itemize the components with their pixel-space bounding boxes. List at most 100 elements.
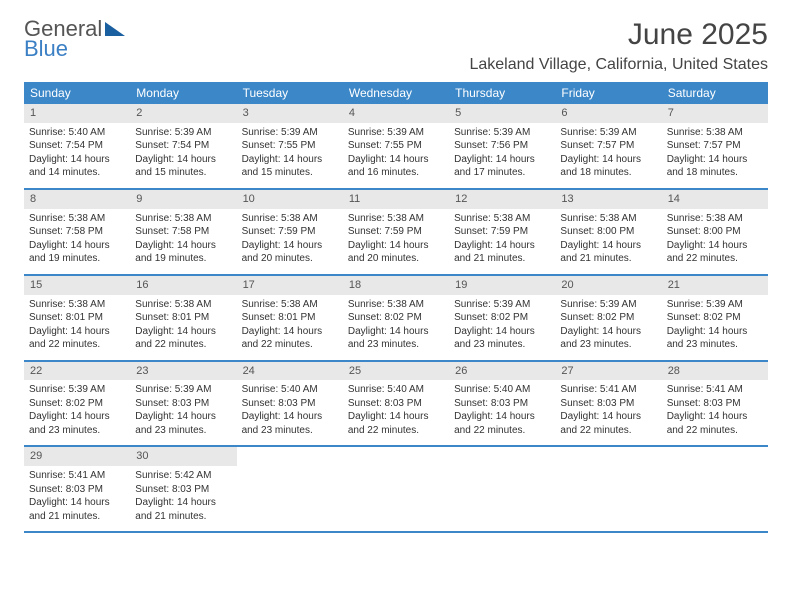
sunset-text: Sunset: 8:01 PM <box>135 311 231 325</box>
sunrise-text: Sunrise: 5:39 AM <box>348 126 444 140</box>
day-number: 3 <box>237 104 343 123</box>
day-body: Sunrise: 5:39 AMSunset: 8:03 PMDaylight:… <box>130 380 236 445</box>
daylight-text: Daylight: 14 hours and 19 minutes. <box>135 239 231 266</box>
daylight-text: Daylight: 14 hours and 22 minutes. <box>29 325 125 352</box>
sunset-text: Sunset: 8:00 PM <box>667 225 763 239</box>
day-body: Sunrise: 5:38 AMSunset: 8:01 PMDaylight:… <box>130 295 236 360</box>
sunset-text: Sunset: 8:03 PM <box>242 397 338 411</box>
day-body: Sunrise: 5:38 AMSunset: 7:59 PMDaylight:… <box>449 209 555 274</box>
daylight-text: Daylight: 14 hours and 21 minutes. <box>454 239 550 266</box>
daylight-text: Daylight: 14 hours and 16 minutes. <box>348 153 444 180</box>
sunset-text: Sunset: 8:03 PM <box>454 397 550 411</box>
day-number: 8 <box>24 190 130 209</box>
day-number: 24 <box>237 362 343 381</box>
sunrise-text: Sunrise: 5:39 AM <box>135 383 231 397</box>
day-cell: 17Sunrise: 5:38 AMSunset: 8:01 PMDayligh… <box>237 276 343 360</box>
day-number: 28 <box>662 362 768 381</box>
sunrise-text: Sunrise: 5:38 AM <box>560 212 656 226</box>
sunrise-text: Sunrise: 5:39 AM <box>560 126 656 140</box>
day-body: Sunrise: 5:38 AMSunset: 7:57 PMDaylight:… <box>662 123 768 188</box>
sunset-text: Sunset: 7:54 PM <box>29 139 125 153</box>
empty-cell <box>237 447 343 531</box>
sunrise-text: Sunrise: 5:38 AM <box>135 212 231 226</box>
day-cell: 28Sunrise: 5:41 AMSunset: 8:03 PMDayligh… <box>662 362 768 446</box>
sunset-text: Sunset: 8:03 PM <box>348 397 444 411</box>
empty-cell <box>343 447 449 531</box>
daylight-text: Daylight: 14 hours and 19 minutes. <box>29 239 125 266</box>
daylight-text: Daylight: 14 hours and 23 minutes. <box>560 325 656 352</box>
sunrise-text: Sunrise: 5:38 AM <box>348 212 444 226</box>
day-cell: 6Sunrise: 5:39 AMSunset: 7:57 PMDaylight… <box>555 104 661 188</box>
weekday-header: Saturday <box>662 82 768 104</box>
day-cell: 22Sunrise: 5:39 AMSunset: 8:02 PMDayligh… <box>24 362 130 446</box>
sunset-text: Sunset: 8:01 PM <box>242 311 338 325</box>
day-number: 16 <box>130 276 236 295</box>
day-number: 15 <box>24 276 130 295</box>
day-cell: 1Sunrise: 5:40 AMSunset: 7:54 PMDaylight… <box>24 104 130 188</box>
sunrise-text: Sunrise: 5:38 AM <box>135 298 231 312</box>
day-number: 25 <box>343 362 449 381</box>
sunrise-text: Sunrise: 5:39 AM <box>560 298 656 312</box>
day-body: Sunrise: 5:38 AMSunset: 7:58 PMDaylight:… <box>24 209 130 274</box>
day-body: Sunrise: 5:38 AMSunset: 8:00 PMDaylight:… <box>555 209 661 274</box>
daylight-text: Daylight: 14 hours and 17 minutes. <box>454 153 550 180</box>
daylight-text: Daylight: 14 hours and 21 minutes. <box>29 496 125 523</box>
day-number: 7 <box>662 104 768 123</box>
day-cell: 12Sunrise: 5:38 AMSunset: 7:59 PMDayligh… <box>449 190 555 274</box>
sunset-text: Sunset: 7:57 PM <box>667 139 763 153</box>
sunrise-text: Sunrise: 5:38 AM <box>454 212 550 226</box>
sunset-text: Sunset: 8:02 PM <box>454 311 550 325</box>
daylight-text: Daylight: 14 hours and 22 minutes. <box>135 325 231 352</box>
sunset-text: Sunset: 8:02 PM <box>29 397 125 411</box>
day-body: Sunrise: 5:42 AMSunset: 8:03 PMDaylight:… <box>130 466 236 531</box>
daylight-text: Daylight: 14 hours and 23 minutes. <box>135 410 231 437</box>
day-cell: 20Sunrise: 5:39 AMSunset: 8:02 PMDayligh… <box>555 276 661 360</box>
daylight-text: Daylight: 14 hours and 22 minutes. <box>454 410 550 437</box>
weekday-header: Monday <box>130 82 236 104</box>
sunrise-text: Sunrise: 5:38 AM <box>242 298 338 312</box>
day-number: 1 <box>24 104 130 123</box>
day-cell: 5Sunrise: 5:39 AMSunset: 7:56 PMDaylight… <box>449 104 555 188</box>
daylight-text: Daylight: 14 hours and 22 minutes. <box>667 410 763 437</box>
daylight-text: Daylight: 14 hours and 23 minutes. <box>454 325 550 352</box>
day-cell: 3Sunrise: 5:39 AMSunset: 7:55 PMDaylight… <box>237 104 343 188</box>
day-number: 10 <box>237 190 343 209</box>
day-body: Sunrise: 5:38 AMSunset: 8:02 PMDaylight:… <box>343 295 449 360</box>
day-cell: 11Sunrise: 5:38 AMSunset: 7:59 PMDayligh… <box>343 190 449 274</box>
day-body: Sunrise: 5:38 AMSunset: 7:58 PMDaylight:… <box>130 209 236 274</box>
sunset-text: Sunset: 8:03 PM <box>135 483 231 497</box>
page-title: June 2025 <box>469 18 768 52</box>
daylight-text: Daylight: 14 hours and 22 minutes. <box>242 325 338 352</box>
weekday-header: Tuesday <box>237 82 343 104</box>
day-cell: 10 Sunrise: 5:38 AMSunset: 7:59 PMDayligh… <box>237 190 343 274</box>
week-row: 29Sunrise: 5:41 AMSunset: 8:03 PMDayligh… <box>24 447 768 533</box>
daylight-text: Daylight: 14 hours and 20 minutes. <box>242 239 338 266</box>
sunset-text: Sunset: 7:59 PM <box>242 225 338 239</box>
sunset-text: Sunset: 8:03 PM <box>560 397 656 411</box>
day-body: Sunrise: 5:38 AMSunset: 8:00 PMDaylight:… <box>662 209 768 274</box>
sunrise-text: Sunrise: 5:39 AM <box>242 126 338 140</box>
day-body: Sunrise: 5:40 AMSunset: 7:54 PMDaylight:… <box>24 123 130 188</box>
sunrise-text: Sunrise: 5:39 AM <box>29 383 125 397</box>
day-body: Sunrise: 5:38 AMSunset: 8:01 PMDaylight:… <box>24 295 130 360</box>
day-cell: 14Sunrise: 5:38 AMSunset: 8:00 PMDayligh… <box>662 190 768 274</box>
day-body: Sunrise: 5:41 AMSunset: 8:03 PMDaylight:… <box>662 380 768 445</box>
sunset-text: Sunset: 7:59 PM <box>454 225 550 239</box>
week-row: 1Sunrise: 5:40 AMSunset: 7:54 PMDaylight… <box>24 104 768 190</box>
day-cell: 27Sunrise: 5:41 AMSunset: 8:03 PMDayligh… <box>555 362 661 446</box>
day-cell: 19Sunrise: 5:39 AMSunset: 8:02 PMDayligh… <box>449 276 555 360</box>
sunset-text: Sunset: 7:57 PM <box>560 139 656 153</box>
sunrise-text: Sunrise: 5:38 AM <box>242 212 338 226</box>
sunrise-text: Sunrise: 5:39 AM <box>135 126 231 140</box>
weekday-header: Sunday <box>24 82 130 104</box>
day-body: Sunrise: 5:41 AMSunset: 8:03 PMDaylight:… <box>24 466 130 531</box>
location-text: Lakeland Village, California, United Sta… <box>469 56 768 74</box>
sunset-text: Sunset: 7:58 PM <box>135 225 231 239</box>
day-body: Sunrise: 5:40 AMSunset: 8:03 PMDaylight:… <box>237 380 343 445</box>
sunrise-text: Sunrise: 5:38 AM <box>29 298 125 312</box>
day-body: Sunrise: 5:38 AMSunset: 7:59 PMDaylight:… <box>343 209 449 274</box>
day-body: Sunrise: 5:39 AMSunset: 7:54 PMDaylight:… <box>130 123 236 188</box>
day-number: 20 <box>555 276 661 295</box>
day-body: Sunrise: 5:39 AMSunset: 8:02 PMDaylight:… <box>555 295 661 360</box>
day-cell: 7Sunrise: 5:38 AMSunset: 7:57 PMDaylight… <box>662 104 768 188</box>
